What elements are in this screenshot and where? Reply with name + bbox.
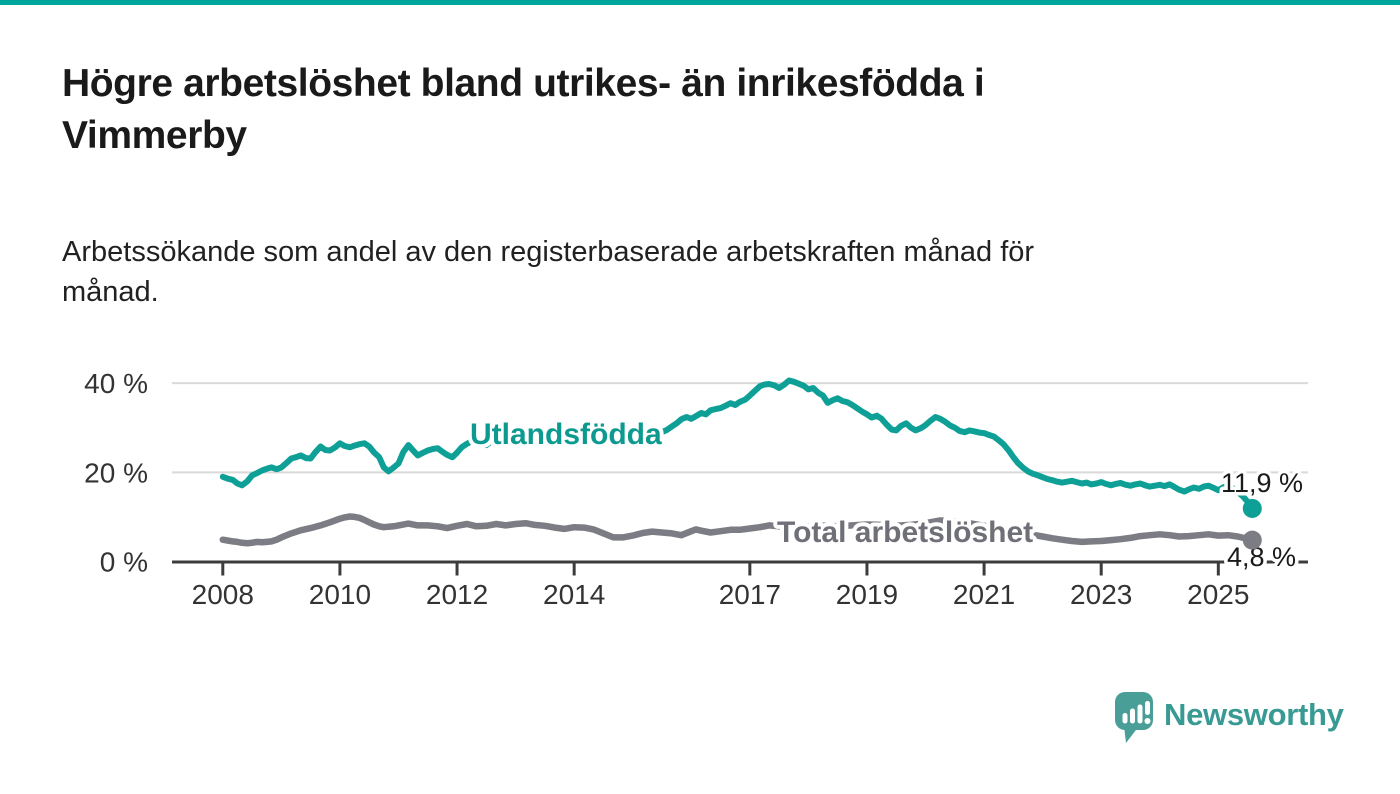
x-axis-tick-label: 2023: [1070, 579, 1132, 610]
series-end-dot-total: [1242, 530, 1262, 550]
x-axis-tick-label: 2021: [953, 579, 1015, 610]
y-axis-tick-label: 40 %: [84, 368, 148, 399]
brand-top-border: [0, 0, 1400, 5]
series-line-utlandsfodda: [219, 377, 1256, 512]
chart-title: Högre arbetslöshet bland utrikes- än inr…: [62, 58, 1332, 162]
x-axis-tick-label: 2010: [309, 579, 371, 610]
newsworthy-logo-text: Newsworthy: [1164, 697, 1344, 732]
x-axis-tick-label: 2017: [719, 579, 781, 610]
x-axis-tick-label: 2012: [426, 579, 488, 610]
x-axis-tick-label: 2025: [1187, 579, 1249, 610]
series-end-dot-utlandsfodda: [1242, 498, 1262, 518]
chart-title-line2: Vimmerby: [62, 114, 247, 157]
end-value-label-utlandsfodda: 11,9 %: [1221, 468, 1303, 498]
x-axis-tick-label: 2008: [192, 579, 254, 610]
y-axis-tick-label: 20 %: [84, 457, 148, 488]
series-label-utlandsfodda: Utlandsfödda: [470, 418, 662, 451]
newsworthy-logo: [1112, 690, 1400, 750]
end-value-label-total-arbetsloshet: 4,8 %: [1227, 542, 1296, 572]
x-axis-tick-label: 2014: [543, 579, 605, 610]
chart-title-line1: Högre arbetslöshet bland utrikes- än inr…: [62, 62, 985, 105]
y-axis-tick-label: 0 %: [100, 547, 148, 578]
chart-subtitle-line2: månad.: [62, 276, 159, 308]
x-axis-tick-label: 2019: [836, 579, 898, 610]
unemployment-line-chart: 0 % 20 % 40 % 2008 2010 2012 2014 2017 2019 2021 2…: [84, 368, 1308, 610]
series-label-total-arbetsloshet: Total arbetslöshet: [777, 516, 1033, 549]
newsworthy-speech-bubble-bars-icon: [1115, 692, 1153, 743]
series-line-total: [219, 513, 1256, 547]
chart-subtitle-line1: Arbetssökande som andel av den registerb…: [62, 236, 1035, 268]
chart-subtitle: Arbetssökande som andel av den registerb…: [62, 232, 1292, 312]
